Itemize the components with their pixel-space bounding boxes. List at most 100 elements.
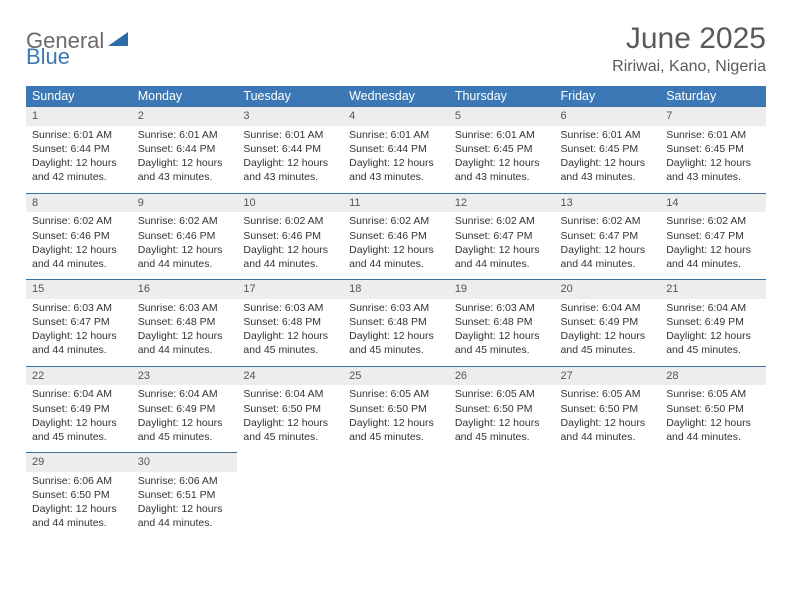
calendar-day-cell: 28Sunrise: 6:05 AMSunset: 6:50 PMDayligh… — [660, 366, 766, 453]
day-body: Sunrise: 6:04 AMSunset: 6:49 PMDaylight:… — [26, 385, 132, 452]
daylight-line: Daylight: 12 hours and 45 minutes. — [243, 329, 337, 357]
sunrise-line: Sunrise: 6:01 AM — [561, 128, 655, 142]
day-number: 13 — [555, 193, 661, 213]
sunset-line: Sunset: 6:49 PM — [32, 402, 126, 416]
sunset-line: Sunset: 6:50 PM — [349, 402, 443, 416]
day-number: 26 — [449, 366, 555, 386]
sunrise-line: Sunrise: 6:02 AM — [455, 214, 549, 228]
sunset-line: Sunset: 6:50 PM — [666, 402, 760, 416]
weekday-header: Tuesday — [237, 86, 343, 106]
sunset-line: Sunset: 6:46 PM — [32, 229, 126, 243]
day-number: 28 — [660, 366, 766, 386]
calendar-header-row: SundayMondayTuesdayWednesdayThursdayFrid… — [26, 86, 766, 106]
sunrise-line: Sunrise: 6:04 AM — [561, 301, 655, 315]
calendar-week-row: 8Sunrise: 6:02 AMSunset: 6:46 PMDaylight… — [26, 193, 766, 280]
sunrise-line: Sunrise: 6:04 AM — [243, 387, 337, 401]
calendar-day-cell: 25Sunrise: 6:05 AMSunset: 6:50 PMDayligh… — [343, 366, 449, 453]
sunset-line: Sunset: 6:45 PM — [666, 142, 760, 156]
sunset-line: Sunset: 6:46 PM — [138, 229, 232, 243]
daylight-line: Daylight: 12 hours and 44 minutes. — [349, 243, 443, 271]
sunrise-line: Sunrise: 6:01 AM — [32, 128, 126, 142]
sunset-line: Sunset: 6:49 PM — [138, 402, 232, 416]
location-subtitle: Ririwai, Kano, Nigeria — [612, 58, 766, 76]
daylight-line: Daylight: 12 hours and 44 minutes. — [32, 243, 126, 271]
sunset-line: Sunset: 6:49 PM — [666, 315, 760, 329]
sunrise-line: Sunrise: 6:03 AM — [32, 301, 126, 315]
weekday-header: Monday — [132, 86, 238, 106]
calendar-page: General June 2025 Ririwai, Kano, Nigeria… — [0, 0, 792, 539]
calendar-day-cell: 6Sunrise: 6:01 AMSunset: 6:45 PMDaylight… — [555, 106, 661, 193]
calendar-day-cell: 14Sunrise: 6:02 AMSunset: 6:47 PMDayligh… — [660, 193, 766, 280]
calendar-day-cell: 17Sunrise: 6:03 AMSunset: 6:48 PMDayligh… — [237, 279, 343, 366]
day-number: 11 — [343, 193, 449, 213]
sunrise-line: Sunrise: 6:02 AM — [138, 214, 232, 228]
day-number: 25 — [343, 366, 449, 386]
sunrise-line: Sunrise: 6:05 AM — [561, 387, 655, 401]
sunrise-line: Sunrise: 6:03 AM — [349, 301, 443, 315]
daylight-line: Daylight: 12 hours and 45 minutes. — [455, 416, 549, 444]
month-title: June 2025 — [612, 22, 766, 56]
weekday-header: Thursday — [449, 86, 555, 106]
day-number: 9 — [132, 193, 238, 213]
sunrise-line: Sunrise: 6:02 AM — [561, 214, 655, 228]
day-number: 7 — [660, 106, 766, 126]
sunset-line: Sunset: 6:47 PM — [561, 229, 655, 243]
day-number: 17 — [237, 279, 343, 299]
daylight-line: Daylight: 12 hours and 45 minutes. — [349, 329, 443, 357]
day-number: 15 — [26, 279, 132, 299]
title-block: June 2025 Ririwai, Kano, Nigeria — [612, 22, 766, 76]
day-body: Sunrise: 6:03 AMSunset: 6:48 PMDaylight:… — [449, 299, 555, 366]
day-number: 24 — [237, 366, 343, 386]
sunset-line: Sunset: 6:47 PM — [32, 315, 126, 329]
calendar-week-row: 29Sunrise: 6:06 AMSunset: 6:50 PMDayligh… — [26, 452, 766, 539]
sunrise-line: Sunrise: 6:02 AM — [349, 214, 443, 228]
sunrise-line: Sunrise: 6:06 AM — [138, 474, 232, 488]
day-body: Sunrise: 6:02 AMSunset: 6:46 PMDaylight:… — [26, 212, 132, 279]
day-number: 27 — [555, 366, 661, 386]
calendar-day-cell: 2Sunrise: 6:01 AMSunset: 6:44 PMDaylight… — [132, 106, 238, 193]
calendar-week-row: 22Sunrise: 6:04 AMSunset: 6:49 PMDayligh… — [26, 366, 766, 453]
calendar-day-cell: 10Sunrise: 6:02 AMSunset: 6:46 PMDayligh… — [237, 193, 343, 280]
weekday-header: Wednesday — [343, 86, 449, 106]
daylight-line: Daylight: 12 hours and 43 minutes. — [349, 156, 443, 184]
calendar-day-cell: 26Sunrise: 6:05 AMSunset: 6:50 PMDayligh… — [449, 366, 555, 453]
day-body: Sunrise: 6:01 AMSunset: 6:45 PMDaylight:… — [660, 126, 766, 193]
sunset-line: Sunset: 6:46 PM — [243, 229, 337, 243]
daylight-line: Daylight: 12 hours and 45 minutes. — [349, 416, 443, 444]
day-number: 22 — [26, 366, 132, 386]
daylight-line: Daylight: 12 hours and 44 minutes. — [243, 243, 337, 271]
daylight-line: Daylight: 12 hours and 45 minutes. — [243, 416, 337, 444]
calendar-day-cell: 5Sunrise: 6:01 AMSunset: 6:45 PMDaylight… — [449, 106, 555, 193]
calendar-day-cell: 21Sunrise: 6:04 AMSunset: 6:49 PMDayligh… — [660, 279, 766, 366]
daylight-line: Daylight: 12 hours and 43 minutes. — [666, 156, 760, 184]
sunset-line: Sunset: 6:50 PM — [32, 488, 126, 502]
sunrise-line: Sunrise: 6:03 AM — [455, 301, 549, 315]
sunrise-line: Sunrise: 6:01 AM — [243, 128, 337, 142]
calendar-day-cell: 19Sunrise: 6:03 AMSunset: 6:48 PMDayligh… — [449, 279, 555, 366]
calendar-day-cell: 4Sunrise: 6:01 AMSunset: 6:44 PMDaylight… — [343, 106, 449, 193]
day-number: 5 — [449, 106, 555, 126]
calendar-table: SundayMondayTuesdayWednesdayThursdayFrid… — [26, 86, 766, 539]
day-body: Sunrise: 6:01 AMSunset: 6:45 PMDaylight:… — [449, 126, 555, 193]
day-body: Sunrise: 6:06 AMSunset: 6:50 PMDaylight:… — [26, 472, 132, 539]
daylight-line: Daylight: 12 hours and 43 minutes. — [455, 156, 549, 184]
day-body: Sunrise: 6:02 AMSunset: 6:46 PMDaylight:… — [237, 212, 343, 279]
sunset-line: Sunset: 6:50 PM — [243, 402, 337, 416]
calendar-day-cell: 8Sunrise: 6:02 AMSunset: 6:46 PMDaylight… — [26, 193, 132, 280]
calendar-day-cell: 16Sunrise: 6:03 AMSunset: 6:48 PMDayligh… — [132, 279, 238, 366]
day-body: Sunrise: 6:04 AMSunset: 6:49 PMDaylight:… — [660, 299, 766, 366]
calendar-body: 1Sunrise: 6:01 AMSunset: 6:44 PMDaylight… — [26, 106, 766, 539]
calendar-day-cell: 7Sunrise: 6:01 AMSunset: 6:45 PMDaylight… — [660, 106, 766, 193]
day-number: 10 — [237, 193, 343, 213]
sunrise-line: Sunrise: 6:01 AM — [455, 128, 549, 142]
day-number: 16 — [132, 279, 238, 299]
day-number: 1 — [26, 106, 132, 126]
calendar-day-cell: 22Sunrise: 6:04 AMSunset: 6:49 PMDayligh… — [26, 366, 132, 453]
day-number: 21 — [660, 279, 766, 299]
calendar-day-cell: 30Sunrise: 6:06 AMSunset: 6:51 PMDayligh… — [132, 452, 238, 539]
day-number: 29 — [26, 452, 132, 472]
calendar-day-cell — [343, 452, 449, 539]
calendar-day-cell — [660, 452, 766, 539]
daylight-line: Daylight: 12 hours and 44 minutes. — [455, 243, 549, 271]
day-body: Sunrise: 6:02 AMSunset: 6:46 PMDaylight:… — [343, 212, 449, 279]
